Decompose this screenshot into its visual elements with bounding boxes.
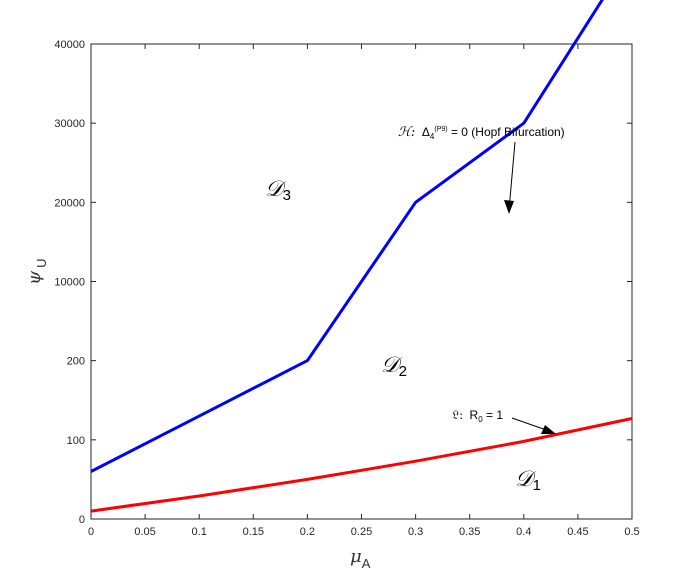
y-tick-label: 200 — [67, 356, 85, 368]
hopf-sub: 4 — [430, 132, 435, 141]
x-tick-label: 0.3 — [408, 526, 423, 538]
r0-sub: 0 — [478, 415, 483, 424]
x-tick-label: 0.2 — [300, 526, 315, 538]
r0-arrow — [511, 417, 556, 434]
hopf-rest: = 0 (Hopf Bifurcation) — [448, 125, 565, 139]
x-tick-label: 0.45 — [567, 526, 588, 538]
x-ticks: 0 0.05 0.1 0.15 0.2 0.25 0.3 0.35 0.4 0.45 0.5 — [88, 44, 640, 538]
series-line-r0 — [90, 417, 633, 513]
y-tick-label: 20000 — [54, 197, 85, 209]
y-axis-label: ψU — [24, 258, 49, 285]
series-lines — [90, 0, 633, 513]
x-tick-label: 0.5 — [624, 526, 639, 538]
region-label-d1: 𝒟1 — [515, 467, 541, 494]
y-tick-label: 0 — [79, 514, 85, 526]
r0-prefix: 𝔏: — [452, 408, 463, 422]
region-label-d2: 𝒟2 — [381, 353, 407, 380]
region-label-d3: 𝒟3 — [265, 177, 291, 204]
x-tick-label: 0.35 — [459, 526, 480, 538]
x-tick-label: 0.1 — [192, 526, 207, 538]
x-tick-label: 0 — [88, 526, 94, 538]
hopf-prefix: ℋ: — [398, 125, 415, 140]
y-tick-label: 30000 — [54, 118, 85, 130]
hopf-arrow — [504, 141, 516, 214]
y-tick-label: 40000 — [54, 39, 85, 51]
r0-main: R — [470, 408, 479, 422]
x-axis-label: μA — [350, 546, 371, 571]
hopf-sup: (P9) — [434, 126, 447, 133]
hopf-annotation: ℋ: Δ4(P9) = 0 (Hopf Bifurcation) — [398, 125, 565, 141]
y-tick-label: 10000 — [54, 277, 85, 289]
x-tick-label: 0.4 — [516, 526, 531, 538]
r0-rest: = 1 — [483, 408, 504, 422]
y-ticks: 0100200100002000030000400005000060000 — [54, 39, 632, 526]
x-tick-label: 0.15 — [243, 526, 264, 538]
r0-annotation: 𝔏: R0 = 1 — [452, 408, 503, 424]
y-tick-label: 100 — [67, 435, 85, 447]
x-tick-label: 0.25 — [351, 526, 372, 538]
x-tick-label: 0.05 — [134, 526, 155, 538]
hopf-delta: Δ — [422, 125, 430, 139]
series-line-hopf — [90, 0, 604, 473]
